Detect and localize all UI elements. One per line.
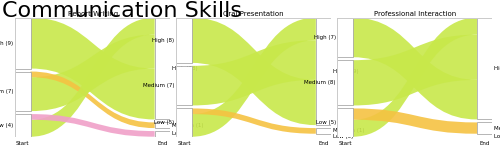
PathPatch shape bbox=[192, 18, 316, 137]
Text: Start: Start bbox=[177, 141, 190, 146]
PathPatch shape bbox=[353, 18, 477, 120]
Text: High (18): High (18) bbox=[172, 66, 198, 71]
Title: Report Writing: Report Writing bbox=[68, 11, 117, 17]
Text: Medium (2): Medium (2) bbox=[494, 126, 500, 131]
Text: High (7): High (7) bbox=[314, 35, 336, 40]
Text: Low (5): Low (5) bbox=[316, 120, 336, 125]
PathPatch shape bbox=[353, 108, 477, 134]
Text: End: End bbox=[480, 141, 490, 146]
Bar bbox=[477, 122, 492, 134]
Bar bbox=[176, 108, 192, 137]
PathPatch shape bbox=[192, 108, 316, 134]
Bar bbox=[176, 18, 192, 63]
Text: Low (0): Low (0) bbox=[494, 134, 500, 139]
Bar bbox=[154, 18, 170, 120]
Text: End: End bbox=[157, 141, 168, 146]
Bar bbox=[154, 122, 170, 128]
Bar bbox=[477, 18, 492, 120]
Bar bbox=[338, 108, 353, 137]
Text: End: End bbox=[318, 141, 329, 146]
Title: Oral Presentation: Oral Presentation bbox=[224, 11, 284, 17]
Text: Medium (1): Medium (1) bbox=[172, 123, 203, 128]
Text: Medium (1): Medium (1) bbox=[333, 128, 364, 133]
PathPatch shape bbox=[353, 18, 477, 137]
Bar bbox=[316, 18, 332, 125]
PathPatch shape bbox=[30, 18, 154, 137]
Text: High (8): High (8) bbox=[152, 38, 174, 43]
Bar bbox=[15, 18, 30, 69]
Bar bbox=[15, 114, 30, 137]
PathPatch shape bbox=[30, 18, 154, 120]
PathPatch shape bbox=[192, 40, 316, 105]
Text: Low (5): Low (5) bbox=[154, 120, 174, 125]
Text: Medium (7): Medium (7) bbox=[0, 89, 14, 94]
PathPatch shape bbox=[192, 18, 316, 125]
Bar bbox=[154, 131, 170, 137]
Text: Start: Start bbox=[16, 141, 30, 146]
Text: Medium (8): Medium (8) bbox=[304, 80, 336, 85]
Title: Professional Interaction: Professional Interaction bbox=[374, 11, 456, 17]
Text: High (9): High (9) bbox=[0, 41, 14, 46]
Text: High (19): High (19) bbox=[333, 69, 358, 74]
Bar bbox=[316, 128, 332, 134]
Bar bbox=[176, 66, 192, 105]
Text: High (18): High (18) bbox=[494, 66, 500, 71]
Bar bbox=[338, 60, 353, 105]
Text: Low (0): Low (0) bbox=[333, 134, 353, 139]
Text: Start: Start bbox=[338, 141, 352, 146]
PathPatch shape bbox=[353, 35, 477, 105]
Text: Low (1): Low (1) bbox=[172, 131, 192, 136]
Bar bbox=[338, 18, 353, 57]
PathPatch shape bbox=[30, 114, 154, 137]
PathPatch shape bbox=[30, 35, 154, 111]
Text: Medium (7): Medium (7) bbox=[143, 83, 174, 88]
PathPatch shape bbox=[30, 72, 154, 128]
Text: Low (4): Low (4) bbox=[0, 123, 14, 128]
Text: Communication Skills: Communication Skills bbox=[2, 1, 242, 21]
Bar bbox=[15, 72, 30, 111]
